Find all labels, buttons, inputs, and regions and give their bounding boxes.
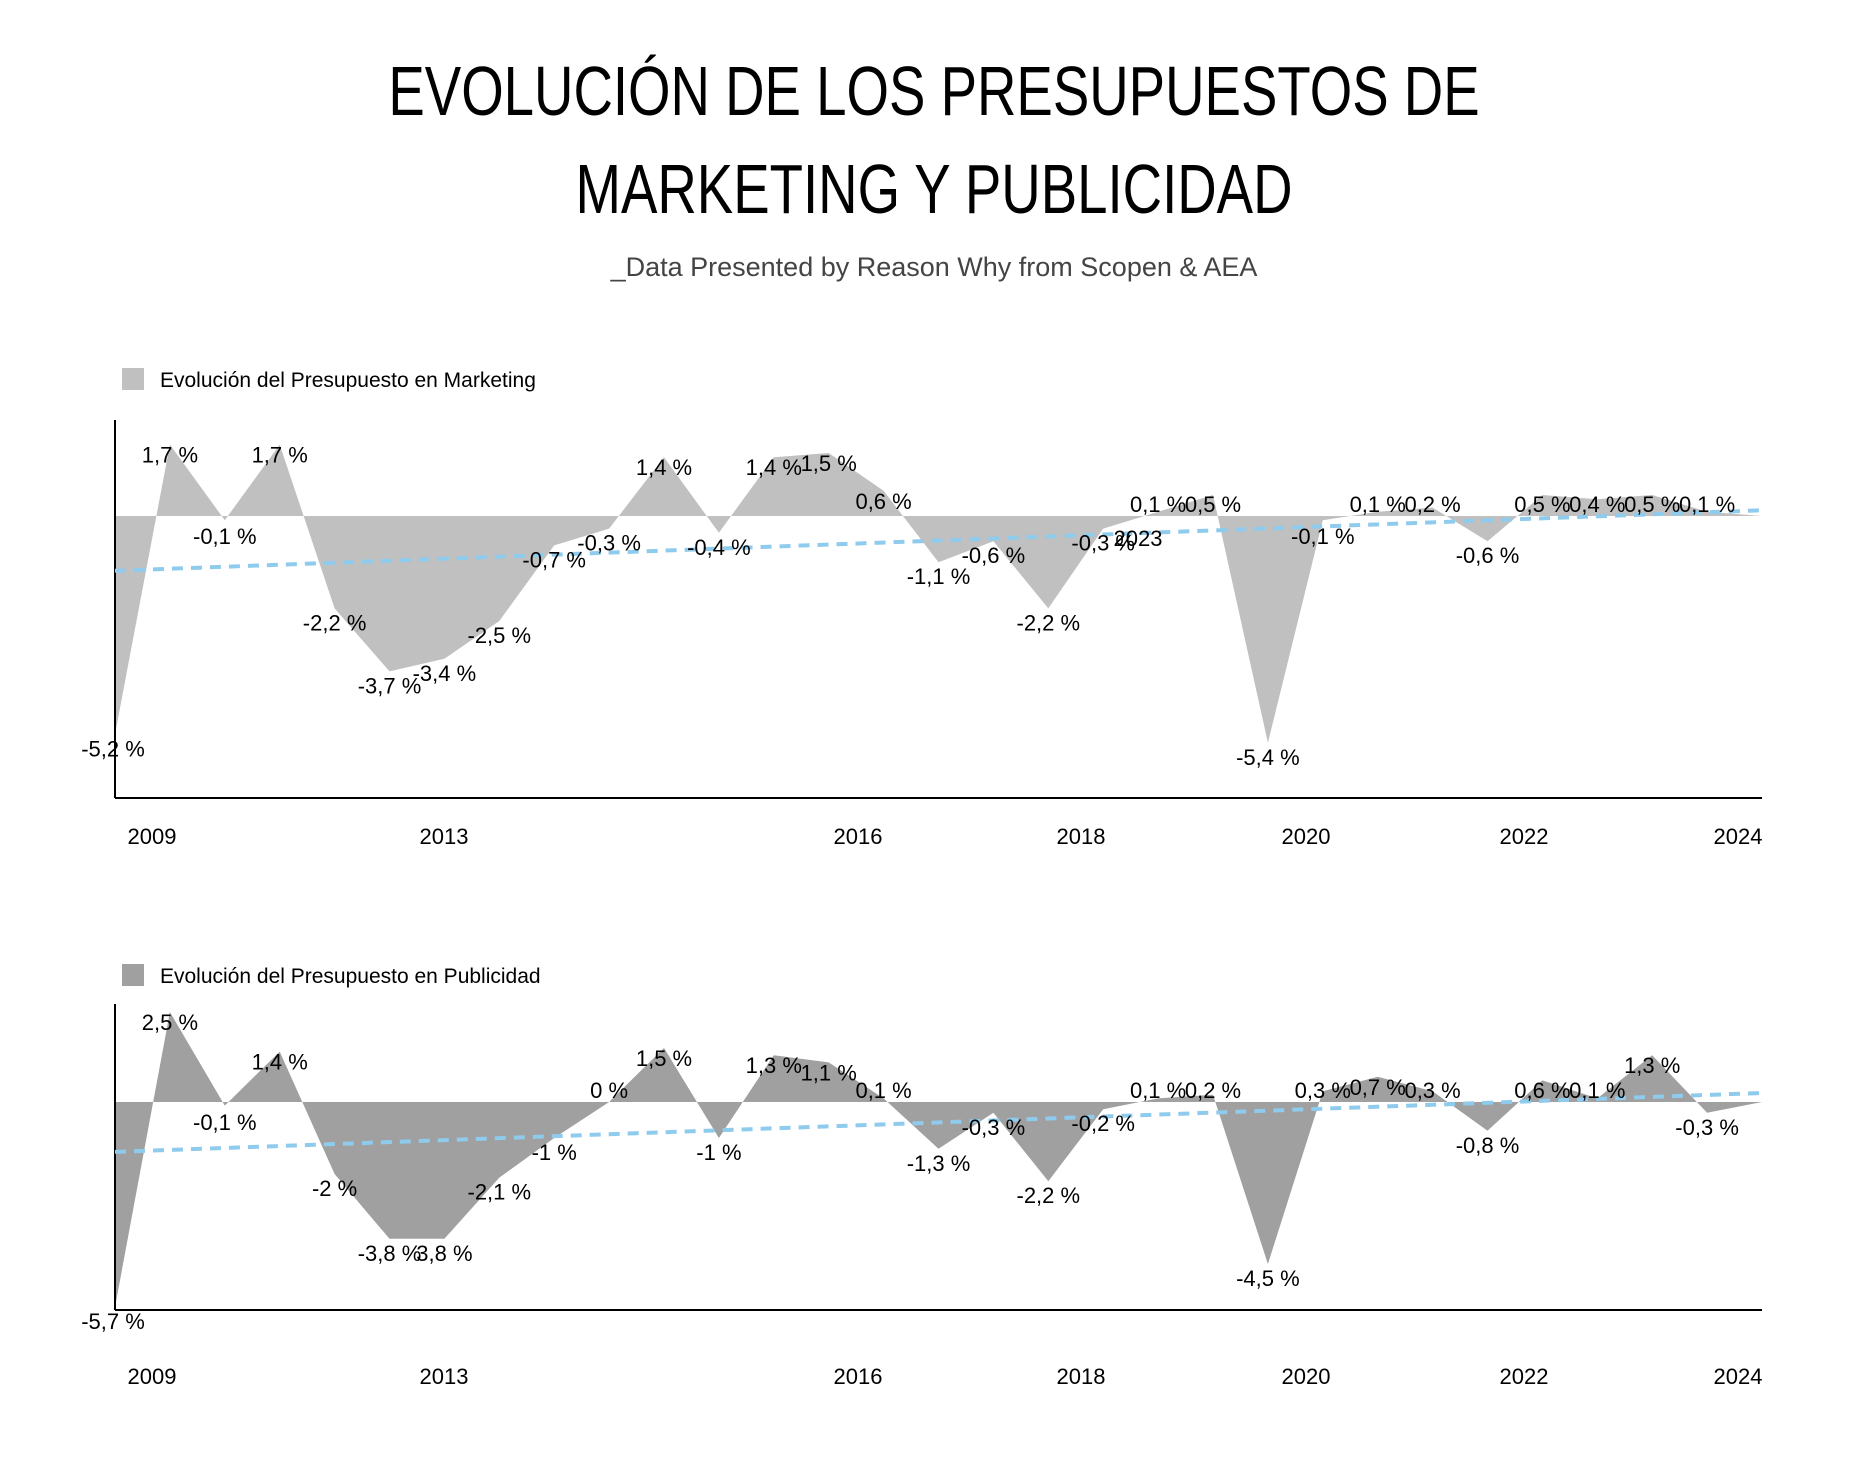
- data-label: -3,8 %: [358, 1241, 422, 1266]
- data-label: -2,1 %: [468, 1180, 532, 1205]
- legend: Evolución del Presupuesto en Marketing: [122, 368, 536, 392]
- page-subtitle: _Data Presented by Reason Why from Scope…: [610, 252, 1258, 282]
- publicidad-chart: Evolución del Presupuesto en Publicidad -…: [81, 964, 1763, 1389]
- data-label: 0,1 %: [855, 1078, 911, 1103]
- data-label: 1,4 %: [636, 455, 692, 480]
- data-label: -0,6 %: [962, 543, 1026, 568]
- trend-line: [114, 508, 1763, 573]
- area-series: [115, 444, 1762, 743]
- data-label: 1,5 %: [636, 1046, 692, 1071]
- data-label: 0,6 %: [855, 489, 911, 514]
- data-label: -2,2 %: [1017, 610, 1081, 635]
- data-label: -2,2 %: [1017, 1183, 1081, 1208]
- data-label: -1,1 %: [907, 564, 971, 589]
- data-label: -0,4 %: [687, 535, 751, 560]
- data-label: 0,5 %: [1624, 492, 1680, 517]
- data-label: -3,7 %: [358, 673, 422, 698]
- x-tick-label: 2016: [834, 824, 883, 849]
- data-label: -4,5 %: [1236, 1266, 1300, 1291]
- x-tick-label: 2022: [1500, 824, 1549, 849]
- data-label: 3,8 %: [416, 1241, 472, 1266]
- data-label: -5,7 %: [81, 1309, 145, 1334]
- x-tick-label: 2024: [1714, 824, 1763, 849]
- x-tick-label: 2016: [834, 1364, 883, 1389]
- legend-label: Evolución del Presupuesto en Publicidad: [160, 965, 541, 988]
- data-label: -0,3 %: [577, 531, 641, 556]
- data-label: 1,4 %: [746, 455, 802, 480]
- data-label: 0,6 %: [1514, 1078, 1570, 1103]
- data-label: 0,1 %: [1130, 1078, 1186, 1103]
- x-tick-label: 2024: [1714, 1364, 1763, 1389]
- data-label: 0,1 %: [1569, 1078, 1625, 1103]
- data-label: -2 %: [312, 1176, 357, 1201]
- x-tick-label: 2018: [1057, 824, 1106, 849]
- data-label: -0,3 %: [1071, 531, 1135, 556]
- data-label: 1,7 %: [142, 443, 198, 468]
- data-label: -0,1 %: [193, 1110, 257, 1135]
- data-label: -0,3 %: [962, 1115, 1026, 1140]
- data-label: 1,3 %: [1624, 1053, 1680, 1078]
- page-title: EVOLUCIÓN DE LOS PRESUPUESTOS DE MARKETI…: [205, 42, 1662, 238]
- data-label: 0,5 %: [1514, 492, 1570, 517]
- data-label-extra: 2023: [1114, 526, 1163, 551]
- data-label: -0,6 %: [1456, 543, 1520, 568]
- data-label: 0,2 %: [1185, 1078, 1241, 1103]
- data-label: -0,2 %: [1071, 1111, 1135, 1136]
- trend-line: [114, 1090, 1763, 1154]
- data-label: -5,4 %: [1236, 745, 1300, 770]
- legend: Evolución del Presupuesto en Publicidad: [122, 964, 541, 988]
- data-label: -1,3 %: [907, 1151, 971, 1176]
- data-label: 0,2 %: [1404, 492, 1460, 517]
- legend-swatch: [122, 368, 144, 390]
- data-label: 1,1 %: [801, 1060, 857, 1085]
- x-tick-label: 2020: [1282, 824, 1331, 849]
- data-label: -2,2 %: [303, 610, 367, 635]
- data-label: 1,7 %: [252, 443, 308, 468]
- data-label: 0,1 %: [1350, 492, 1406, 517]
- x-tick-label: 2020: [1282, 1364, 1331, 1389]
- data-label: 0,5 %: [1185, 492, 1241, 517]
- data-label: 0,4 %: [1569, 492, 1625, 517]
- legend-label: Evolución del Presupuesto en Marketing: [160, 369, 536, 392]
- legend-swatch: [122, 964, 144, 986]
- data-label: -0,3 %: [1675, 1115, 1739, 1140]
- data-label: -1 %: [696, 1140, 741, 1165]
- data-label: 0,3 %: [1295, 1078, 1351, 1103]
- data-label: -2,5 %: [468, 623, 532, 648]
- x-tick-label: 2018: [1057, 1364, 1106, 1389]
- data-label: 1,3 %: [746, 1053, 802, 1078]
- x-tick-label: 2009: [128, 824, 177, 849]
- data-label: -0,1 %: [193, 524, 257, 549]
- data-label: -0,1 %: [1291, 524, 1355, 549]
- data-label: 0,1 %: [1130, 492, 1186, 517]
- data-label: 0 %: [590, 1078, 628, 1103]
- data-label: -0,7 %: [522, 547, 586, 572]
- title-line-2: MARKETING Y PUBLICIDAD: [575, 150, 1293, 228]
- area-series: [115, 1012, 1762, 1308]
- title-line-1: EVOLUCIÓN DE LOS PRESUPUESTOS DE: [388, 52, 1480, 130]
- x-tick-label: 2013: [420, 1364, 469, 1389]
- x-tick-label: 2022: [1500, 1364, 1549, 1389]
- data-label: 0,7 %: [1350, 1075, 1406, 1100]
- data-label: 2,5 %: [142, 1010, 198, 1035]
- x-tick-label: 2009: [128, 1364, 177, 1389]
- data-label: -3,4 %: [413, 661, 477, 686]
- marketing-chart: Evolución del Presupuesto en Marketing -5…: [81, 368, 1763, 849]
- data-label: -1 %: [532, 1140, 577, 1165]
- data-label: 0,3 %: [1404, 1078, 1460, 1103]
- data-label: 1,4 %: [252, 1050, 308, 1075]
- x-tick-label: 2013: [420, 824, 469, 849]
- data-label: -5,2 %: [81, 736, 145, 761]
- data-label: 0,1 %: [1679, 492, 1735, 517]
- data-label: -0,8 %: [1456, 1133, 1520, 1158]
- data-label: 1,5 %: [801, 451, 857, 476]
